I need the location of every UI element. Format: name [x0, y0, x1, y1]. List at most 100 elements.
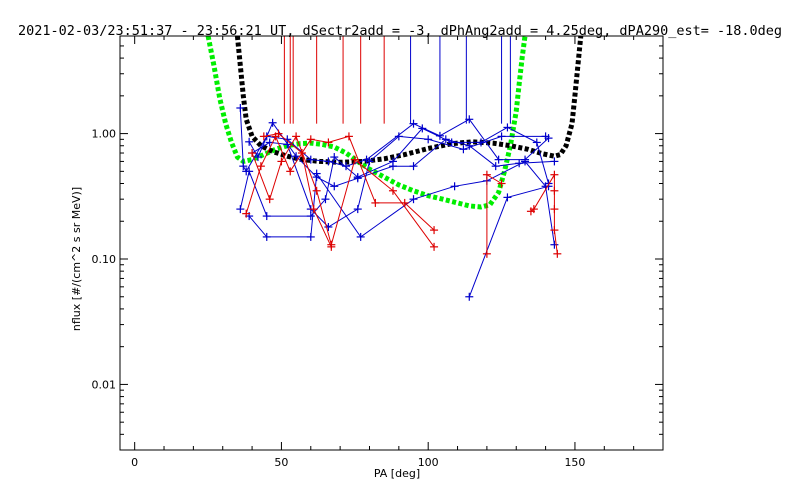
reference-lines: [283, 36, 511, 124]
data-point: [550, 157, 559, 166]
data-point: [253, 153, 262, 162]
data-point: [350, 155, 359, 164]
data-point: [465, 115, 474, 124]
data-point: [521, 157, 530, 166]
data-point: [550, 186, 559, 195]
data-point: [292, 132, 301, 141]
y-tick-label: 0.01: [92, 378, 117, 391]
data-point: [550, 170, 559, 179]
data-point: [482, 170, 491, 179]
data-point: [342, 162, 351, 171]
data-point: [418, 124, 427, 133]
data-point: [245, 137, 254, 146]
data-point: [365, 157, 374, 166]
data-point: [353, 205, 362, 214]
data-point: [248, 149, 257, 158]
data-point: [306, 135, 315, 144]
data-point: [424, 135, 433, 144]
x-axis-label: PA [deg]: [374, 467, 420, 480]
x-tick-label: 150: [564, 456, 585, 469]
data-point: [262, 212, 271, 221]
data-point: [482, 249, 491, 258]
data-point: [283, 140, 292, 149]
data-point: [553, 249, 562, 258]
chart-title: 2021-02-03/23:51:37 - 23:56:21 UT, dSect…: [18, 23, 782, 39]
data-point: [550, 205, 559, 214]
data-point: [236, 103, 245, 112]
series-line: [239, 126, 549, 217]
data-point: [245, 167, 254, 176]
y-tick-label: 1.00: [92, 128, 117, 141]
series-line: [248, 121, 555, 187]
data-point: [491, 162, 500, 171]
y-axis-label: nflux [#/(cm^2 s sr MeV)]: [70, 187, 83, 331]
series-line: [245, 135, 435, 231]
data-point: [550, 226, 559, 235]
data-point: [430, 242, 439, 251]
y-tick-label: 0.10: [92, 253, 117, 266]
data-point: [532, 138, 541, 147]
data-point: [356, 232, 365, 241]
data-point: [353, 173, 362, 182]
data-point: [306, 155, 315, 164]
black-model-curve: [234, 36, 584, 165]
data-point: [292, 152, 301, 161]
model-curves: [205, 36, 584, 210]
data-point: [409, 119, 418, 128]
data-point: [430, 226, 439, 235]
data-point: [465, 141, 474, 150]
data-point: [541, 132, 550, 141]
data-point: [388, 186, 397, 195]
data-point: [450, 182, 459, 191]
data-point: [297, 149, 306, 158]
data-point: [330, 153, 339, 162]
data-point: [503, 123, 512, 132]
data-point: [256, 162, 265, 171]
data-point: [259, 132, 268, 141]
data-point: [306, 212, 315, 221]
data-point: [465, 292, 474, 301]
x-tick-label: 50: [274, 456, 288, 469]
data-point: [239, 162, 248, 171]
data-point: [330, 182, 339, 191]
data-point: [459, 145, 468, 154]
data-point: [286, 167, 295, 176]
data-point: [550, 240, 559, 249]
series-line: [468, 185, 549, 297]
data-series: [236, 103, 562, 301]
data-point: [309, 205, 318, 214]
data-point: [265, 195, 274, 204]
x-tick-label: 0: [131, 456, 138, 469]
data-point: [494, 155, 503, 164]
data-point: [503, 193, 512, 202]
data-point: [321, 195, 330, 204]
green-model-curve: [205, 36, 528, 210]
data-point: [344, 132, 353, 141]
data-point: [324, 138, 333, 147]
data-point: [497, 132, 506, 141]
plot-frame: [119, 35, 664, 451]
data-point: [324, 222, 333, 231]
data-point: [447, 138, 456, 147]
data-point: [324, 157, 333, 166]
data-point: [409, 195, 418, 204]
data-point: [274, 129, 283, 138]
data-point: [409, 162, 418, 171]
data-point: [497, 179, 506, 188]
data-point: [262, 232, 271, 241]
data-point: [371, 198, 380, 207]
data-point: [327, 242, 336, 251]
data-point: [394, 132, 403, 141]
x-tick-label: 100: [418, 456, 439, 469]
data-point: [312, 169, 321, 178]
data-point: [236, 205, 245, 214]
axis-ticks: 0 50 100 150 0.01 0.10 1.00: [92, 35, 663, 469]
data-point: [242, 209, 251, 218]
data-point: [277, 157, 286, 166]
data-point: [268, 118, 277, 127]
data-point: [306, 232, 315, 241]
data-point: [529, 205, 538, 214]
data-point: [388, 157, 397, 166]
data-point: [312, 186, 321, 195]
